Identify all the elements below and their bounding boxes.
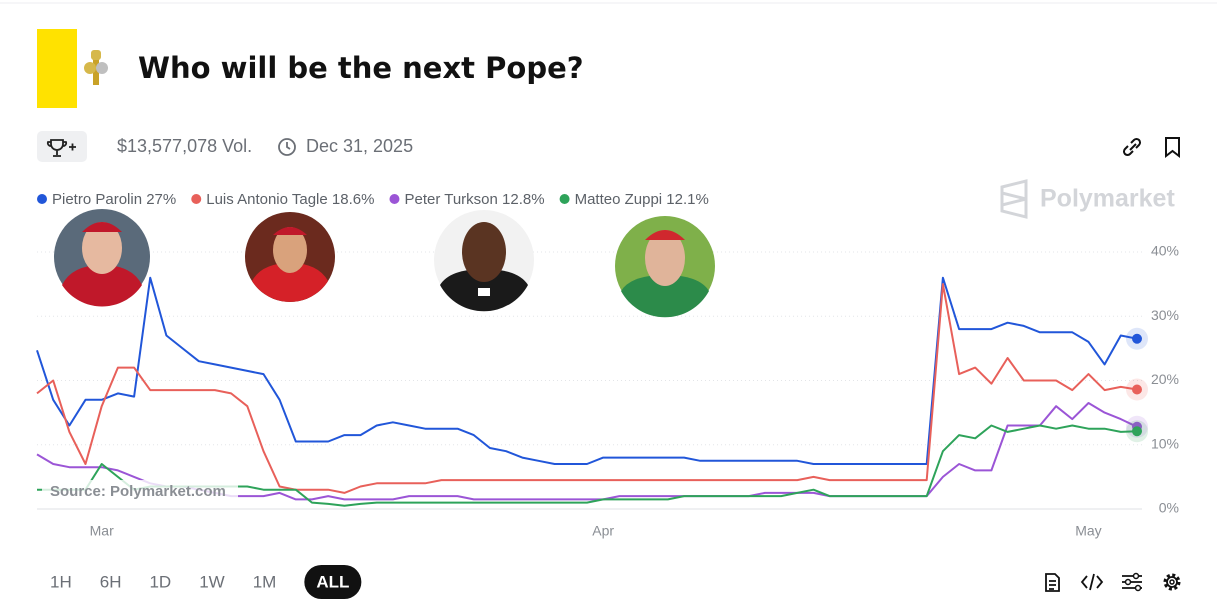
brand-logo xyxy=(1000,179,1028,219)
portrait-tagle xyxy=(245,212,335,302)
portrait-zuppi xyxy=(615,216,715,318)
legend-value: 27% xyxy=(146,191,176,208)
portrait-parolin xyxy=(54,209,150,307)
time-range-label[interactable]: 6H xyxy=(100,572,122,591)
settings-icon[interactable] xyxy=(1163,573,1181,591)
time-range-label[interactable]: 1M xyxy=(253,572,277,591)
embed-icon[interactable] xyxy=(1080,573,1104,591)
plus-icon[interactable] xyxy=(69,143,76,151)
market-title: Who will be the next Pope? xyxy=(138,51,584,85)
series-line xyxy=(36,283,1138,494)
trophy-button[interactable] xyxy=(37,131,87,162)
legend-dot xyxy=(559,194,570,204)
filters-button[interactable] xyxy=(1122,572,1142,592)
embed-button[interactable] xyxy=(1080,573,1104,591)
legend-dot xyxy=(37,194,47,204)
y-tick-label: 0% xyxy=(1159,500,1179,516)
flag-icon xyxy=(37,29,77,108)
time-range-button[interactable]: ALL xyxy=(304,565,362,599)
x-tick-label: Apr xyxy=(592,523,614,539)
time-range-button[interactable]: 1D xyxy=(149,572,171,591)
settings-button[interactable] xyxy=(1163,573,1181,591)
legend-entry: Luis Antonio Tagle 18.6% xyxy=(206,191,374,208)
brand-watermark: Polymarket xyxy=(1000,179,1175,219)
bookmark-button[interactable] xyxy=(1165,137,1180,159)
time-range-tabs: 1H 6H 1D 1W 1M ALL xyxy=(50,565,362,599)
time-range-button[interactable]: 1M xyxy=(253,572,277,591)
time-range-button[interactable]: 6H xyxy=(100,572,122,591)
time-range-label[interactable]: 1D xyxy=(149,572,171,591)
end-date: Dec 31, 2025 xyxy=(306,136,413,156)
x-tick-label: Mar xyxy=(90,523,114,539)
legend-entry: Peter Turkson 12.8% xyxy=(404,191,544,208)
source-bg xyxy=(42,480,238,504)
legend-value: 18.6% xyxy=(332,191,375,208)
link-button[interactable] xyxy=(1122,137,1142,157)
legend-name: Pietro Parolin xyxy=(52,191,142,208)
time-range-selected-bg[interactable] xyxy=(304,565,362,599)
clock-icon xyxy=(278,138,296,156)
legend-value: 12.8% xyxy=(502,191,545,208)
time-range-button[interactable]: 1H xyxy=(50,572,72,591)
legend-name: Peter Turkson xyxy=(404,191,497,208)
time-range-label[interactable]: ALL xyxy=(316,572,349,591)
time-range-label[interactable]: 1W xyxy=(199,572,225,591)
document-icon[interactable] xyxy=(1045,573,1060,592)
legend-entry: Pietro Parolin 27% xyxy=(52,191,176,208)
y-tick-label: 40% xyxy=(1151,243,1179,259)
x-tick-label: May xyxy=(1075,523,1101,539)
volume: $13,577,078 Vol. xyxy=(117,136,252,156)
trophy-icon[interactable] xyxy=(46,139,68,157)
emblem-icon xyxy=(84,50,108,85)
legend-dot xyxy=(191,194,202,204)
y-tick-label: 10% xyxy=(1151,435,1179,451)
y-tick-label: 20% xyxy=(1151,371,1179,387)
time-range-label[interactable]: 1H xyxy=(50,572,72,591)
source: Source: Polymarket.com xyxy=(50,483,226,500)
end-dot xyxy=(1132,426,1142,437)
legend-name: Matteo Zuppi xyxy=(575,191,663,208)
plot: 0% 10% 20% 30% 40% Mar Apr May xyxy=(36,243,1179,539)
end-dot xyxy=(1132,384,1142,395)
legend-entry: Matteo Zuppi 12.1% xyxy=(575,191,709,208)
bookmark-icon[interactable] xyxy=(1165,137,1180,159)
link-icon[interactable] xyxy=(1122,137,1142,157)
legend-value: 12.1% xyxy=(666,191,709,208)
end-dot xyxy=(1132,333,1142,344)
legend-name: Luis Antonio Tagle xyxy=(206,191,328,208)
legend: Pietro Parolin 27% Luis Antonio Tagle 18.… xyxy=(37,191,709,208)
portrait-turkson xyxy=(434,210,534,312)
time-range-button[interactable]: 1W xyxy=(199,572,225,591)
series-line xyxy=(36,276,1138,465)
brand-name: Polymarket xyxy=(1040,185,1175,213)
document-button[interactable] xyxy=(1045,573,1060,592)
y-tick-label: 30% xyxy=(1151,307,1179,323)
legend-dot xyxy=(389,194,400,204)
